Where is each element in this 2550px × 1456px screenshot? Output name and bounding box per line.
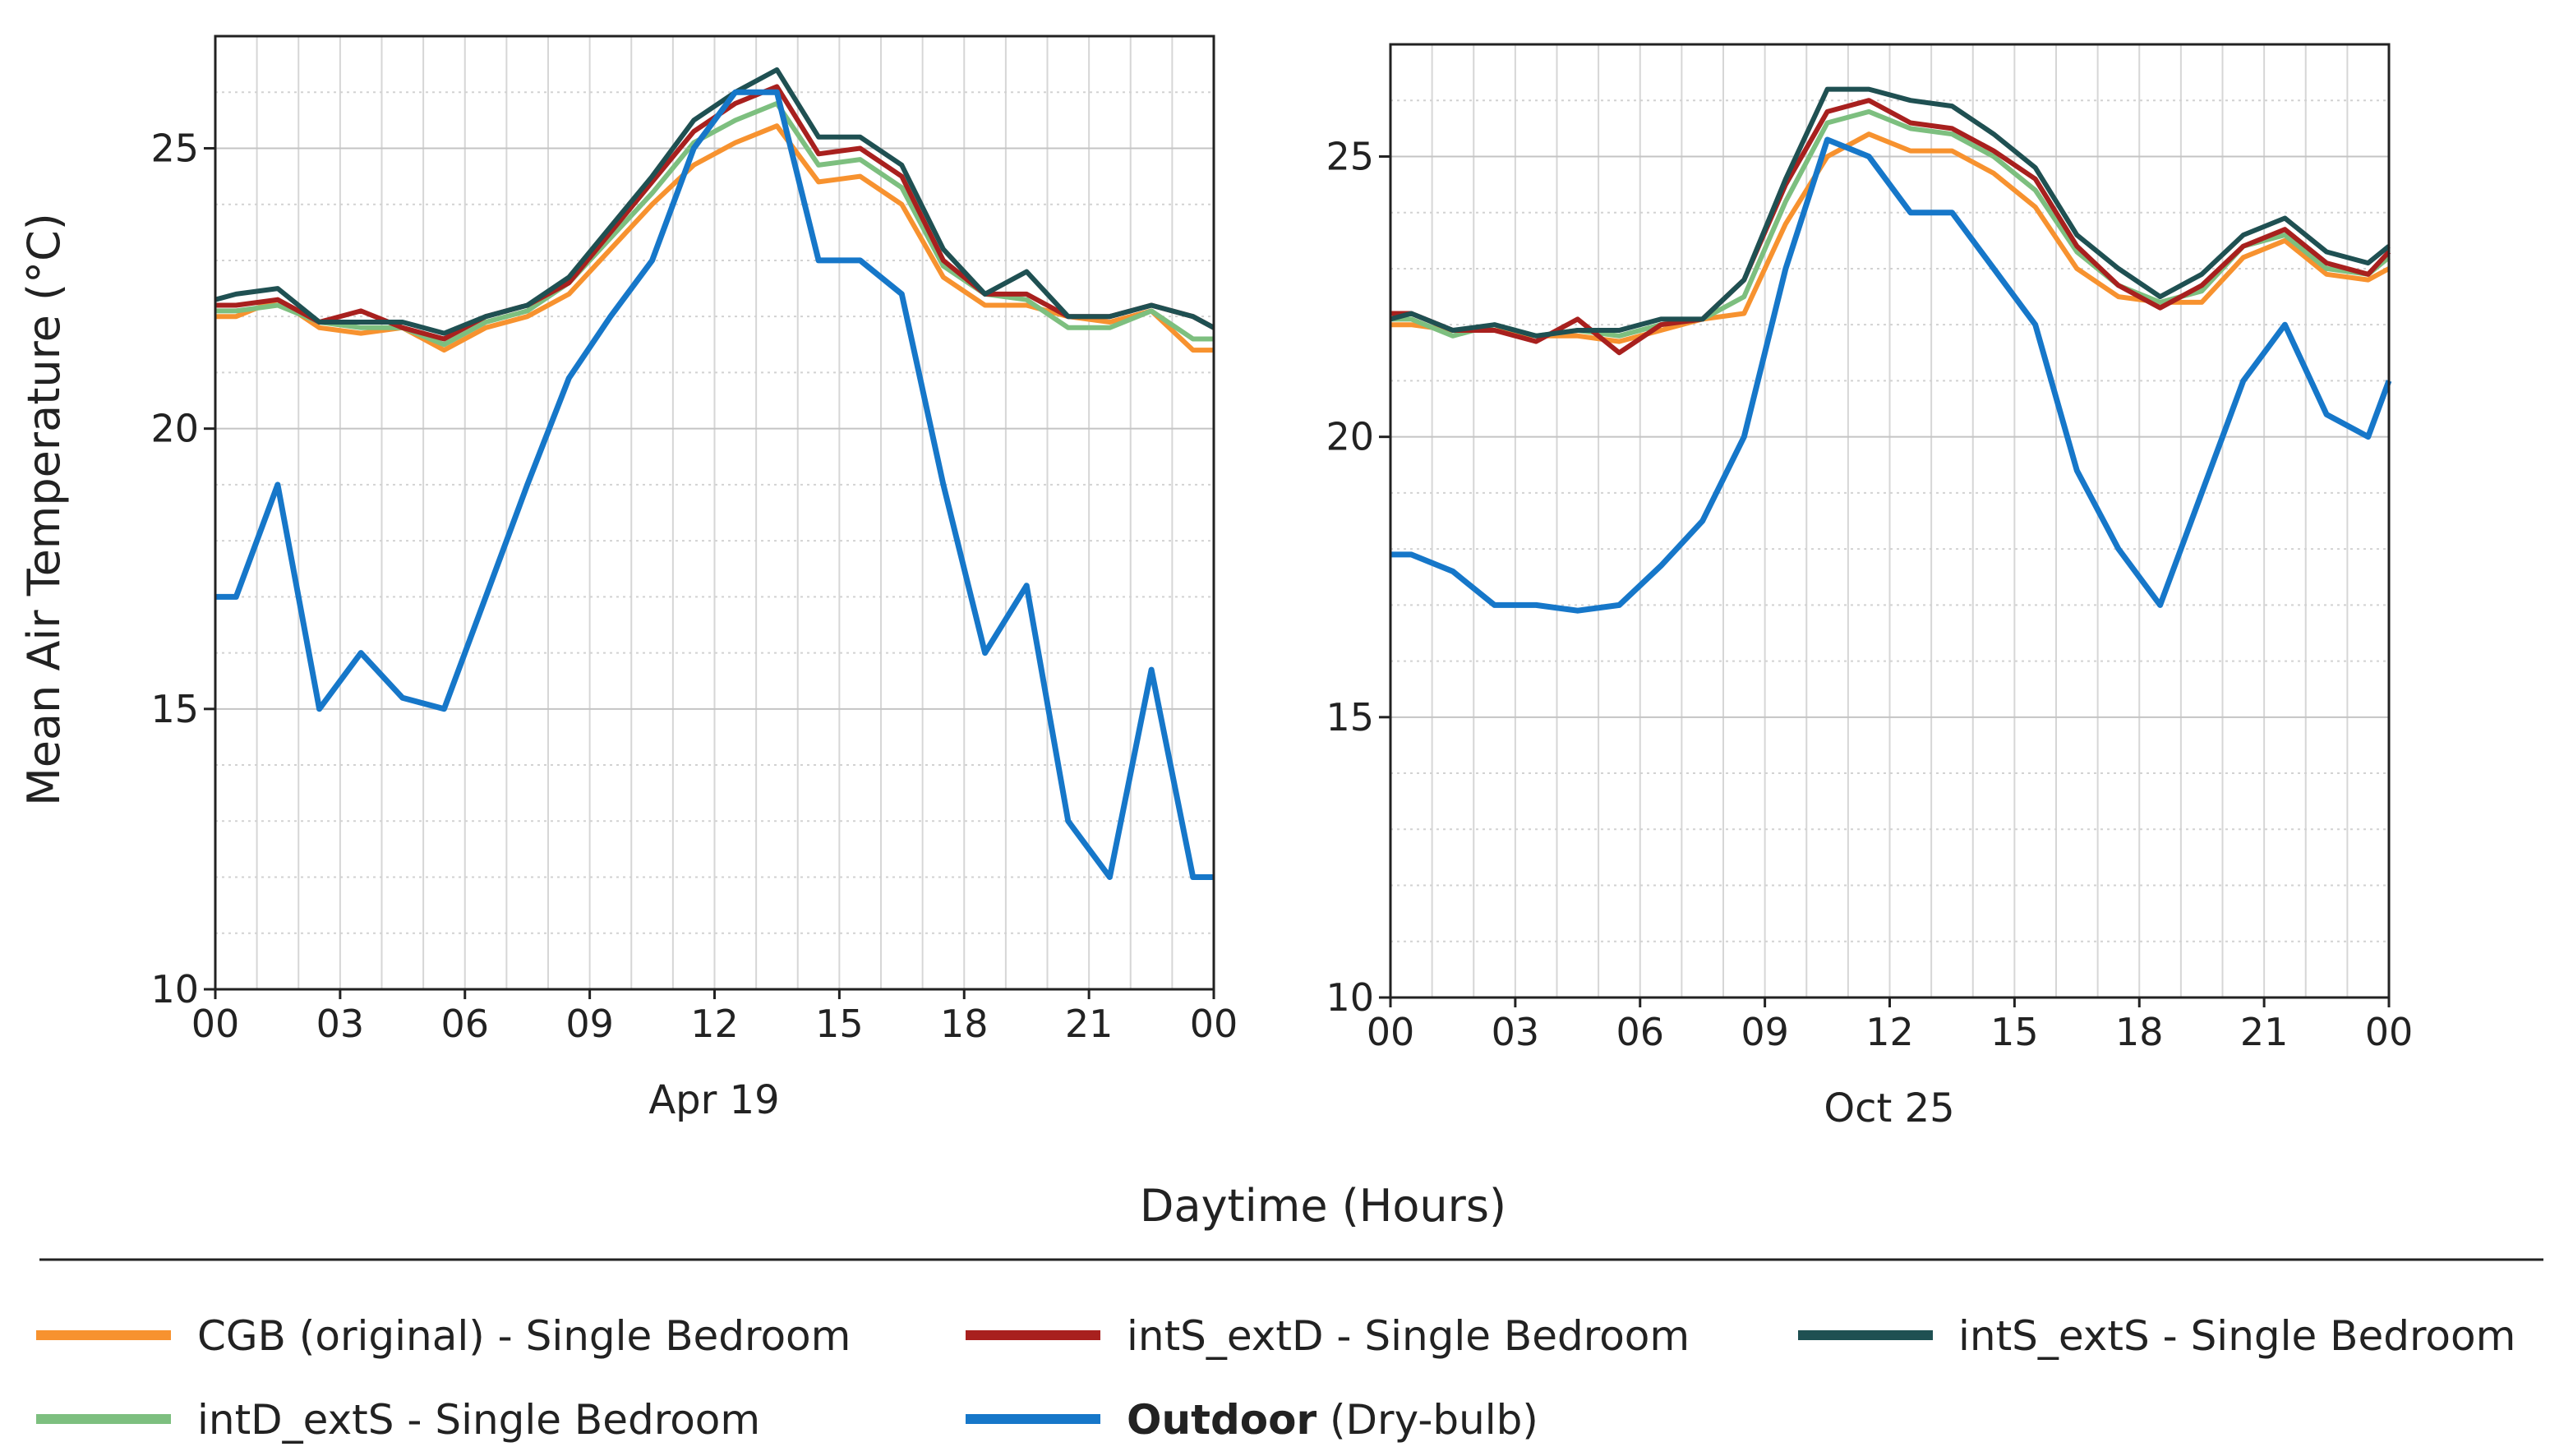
x-tick-label: 03	[316, 1002, 365, 1046]
x-tick-label: 15	[815, 1002, 864, 1046]
legend-label-ints-extd: intS_extD - Single Bedroom	[1127, 1312, 1690, 1360]
y-axis-title: Mean Air Temperature (°C)	[18, 213, 70, 806]
x-tick-label: 06	[1616, 1010, 1664, 1054]
y-tick-label: 15	[150, 687, 199, 731]
legend-label-cgb-original: CGB (original) - Single Bedroom	[197, 1312, 851, 1360]
x-tick-label: 06	[440, 1002, 489, 1046]
date-label-apr-19: Apr 19	[648, 1077, 779, 1123]
x-tick-label: 03	[1492, 1010, 1540, 1054]
y-tick-label: 10	[150, 967, 199, 1011]
series-line-intd-exts-single-bedroom	[215, 100, 1214, 348]
series-line-ints-extd-single-bedroom	[1390, 98, 2391, 356]
legend-label-outdoor: Outdoor (Dry-bulb)	[1127, 1396, 1538, 1444]
date-label-oct-25: Oct 25	[1824, 1085, 1954, 1131]
chart-oct-25: 10 15 20 25 00 03 06 09 12 15 18 21 00 Oct 25	[1326, 43, 2414, 1131]
x-tick-label: 12	[1865, 1010, 1914, 1054]
legend: CGB (original) - Single Bedroom intS_ext…	[36, 1312, 2515, 1444]
x-tick-label: 09	[565, 1002, 614, 1046]
series-line-ints-exts-single-bedroom	[214, 67, 1215, 336]
y-tick-label: 20	[150, 407, 199, 451]
y-tick-label: 25	[1326, 134, 1374, 178]
legend-item-ints-exts: intS_extS - Single Bedroom	[1798, 1312, 2515, 1360]
x-tick-label: 21	[1065, 1002, 1114, 1046]
series-line-outdoor	[215, 89, 1214, 880]
x-tick-label: 00	[2365, 1010, 2414, 1054]
legend-label-outdoor-rest: (Dry-bulb)	[1317, 1396, 1538, 1444]
legend-label-intd-exts: intD_extS - Single Bedroom	[197, 1396, 760, 1444]
x-tick-label: 21	[2240, 1010, 2289, 1054]
y-tick-label: 10	[1326, 975, 1374, 1020]
legend-label-outdoor-bold: Outdoor	[1127, 1396, 1317, 1444]
legend-item-cgb-original: CGB (original) - Single Bedroom	[36, 1312, 851, 1360]
series-line-ints-exts-single-bedroom	[1390, 86, 2391, 339]
legend-item-ints-extd: intS_extD - Single Bedroom	[966, 1312, 1690, 1360]
x-tick-label: 12	[690, 1002, 739, 1046]
x-tick-label: 00	[1367, 1010, 1415, 1054]
legend-label-ints-exts: intS_extS - Single Bedroom	[1958, 1312, 2515, 1360]
x-tick-label: 18	[940, 1002, 989, 1046]
chart-apr-19: 10 15 20 25 00 03 06 09 12 15 18 21 00 Apr 19	[150, 35, 1238, 1123]
legend-item-intd-exts: intD_extS - Single Bedroom	[36, 1396, 760, 1444]
x-tick-label: 15	[1990, 1010, 2039, 1054]
series-line-outdoor	[1390, 136, 2392, 614]
x-tick-label: 18	[2115, 1010, 2164, 1054]
y-tick-label: 15	[1326, 695, 1374, 740]
y-tick-label: 25	[150, 126, 199, 170]
legend-item-outdoor: Outdoor (Dry-bulb)	[966, 1396, 1538, 1444]
y-tick-label: 20	[1326, 415, 1374, 459]
x-axis-title: Daytime (Hours)	[1140, 1180, 1506, 1232]
x-tick-label: 09	[1741, 1010, 1789, 1054]
x-tick-label: 00	[191, 1002, 240, 1046]
x-tick-label: 00	[1190, 1002, 1238, 1046]
